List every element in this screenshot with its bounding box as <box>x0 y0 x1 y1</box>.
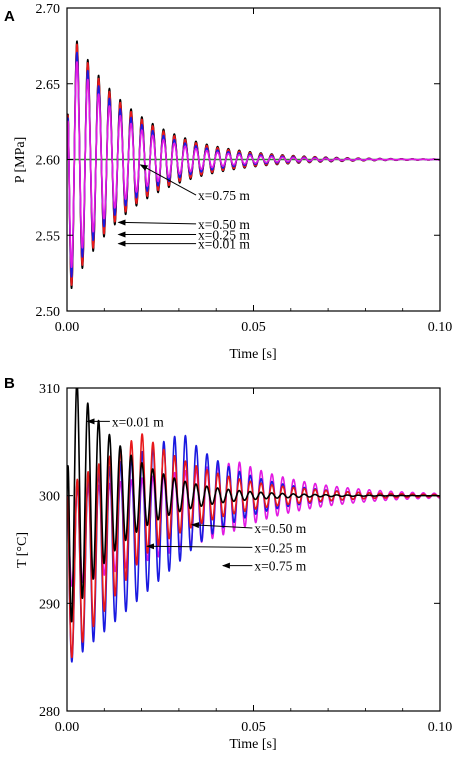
panel-b-x-axis-title: Time [s] <box>229 737 276 752</box>
panel-a-series-x0-75m <box>67 61 440 268</box>
panel-a-annotation-label: x=0.50 m <box>198 217 250 232</box>
panel-b-y-tick-label: 300 <box>39 490 60 505</box>
panel-b-y-tick-label: 310 <box>39 382 60 397</box>
panel-a-letter: A <box>4 8 15 25</box>
panel-a-annotation-arrow <box>117 219 197 226</box>
panel-a-annotation-label: x=0.25 m <box>198 227 250 242</box>
panel-a-annotation-label: x=0.01 m <box>198 237 250 252</box>
panel-b-series-x0-01m <box>67 388 440 623</box>
panel-b-annotation-arrow <box>190 522 253 529</box>
panel-a-y-tick-label: 2.55 <box>36 229 61 244</box>
panel-b-x-tick-label: 0.00 <box>55 720 80 735</box>
panel-b-letter: B <box>4 375 15 392</box>
panel-a-annotation-label: x=0.75 m <box>198 188 250 203</box>
panel-a-y-tick-label: 2.60 <box>36 154 61 169</box>
panel-a: A 0.00 0.05 0.10 2.50 2.55 2.60 2.65 2.70 Time … <box>4 2 452 362</box>
panel-b-x-tick-label: 0.10 <box>428 720 453 735</box>
panel-a-x-tick-label: 0.00 <box>55 320 80 335</box>
panel-b-annotation-arrow <box>146 543 253 550</box>
panel-b-y-axis-title: T [°C] <box>15 532 30 568</box>
panel-a-x-axis-title: Time [s] <box>229 347 276 362</box>
panel-a-y-tick-label: 2.70 <box>36 2 61 17</box>
panel-a-x-tick-label: 0.05 <box>241 320 266 335</box>
panel-b-y-tick-label: 280 <box>39 705 60 720</box>
panel-b-y-tick-label: 290 <box>39 597 60 612</box>
panel-a-y-tick-label: 2.65 <box>36 78 61 93</box>
panel-b-annotation-label: x=0.25 m <box>254 540 306 555</box>
panel-b-x-tick-label: 0.05 <box>241 720 266 735</box>
panel-a-y-axis-title: P [MPa] <box>13 137 28 184</box>
panel-b-annotation-label: x=0.50 m <box>254 521 306 536</box>
panel-a-y-tick-label: 2.50 <box>36 305 61 320</box>
panel-a-annotation-arrow <box>139 164 197 196</box>
panel-a-x-tick-label: 0.10 <box>428 320 453 335</box>
panel-b-annotation-label: x=0.75 m <box>254 559 306 574</box>
panel-b-annotation-label: x=0.01 m <box>112 414 164 429</box>
panel-b: B 0.00 0.05 0.10 280 290 300 310 Time [s] T [°… <box>4 375 452 752</box>
